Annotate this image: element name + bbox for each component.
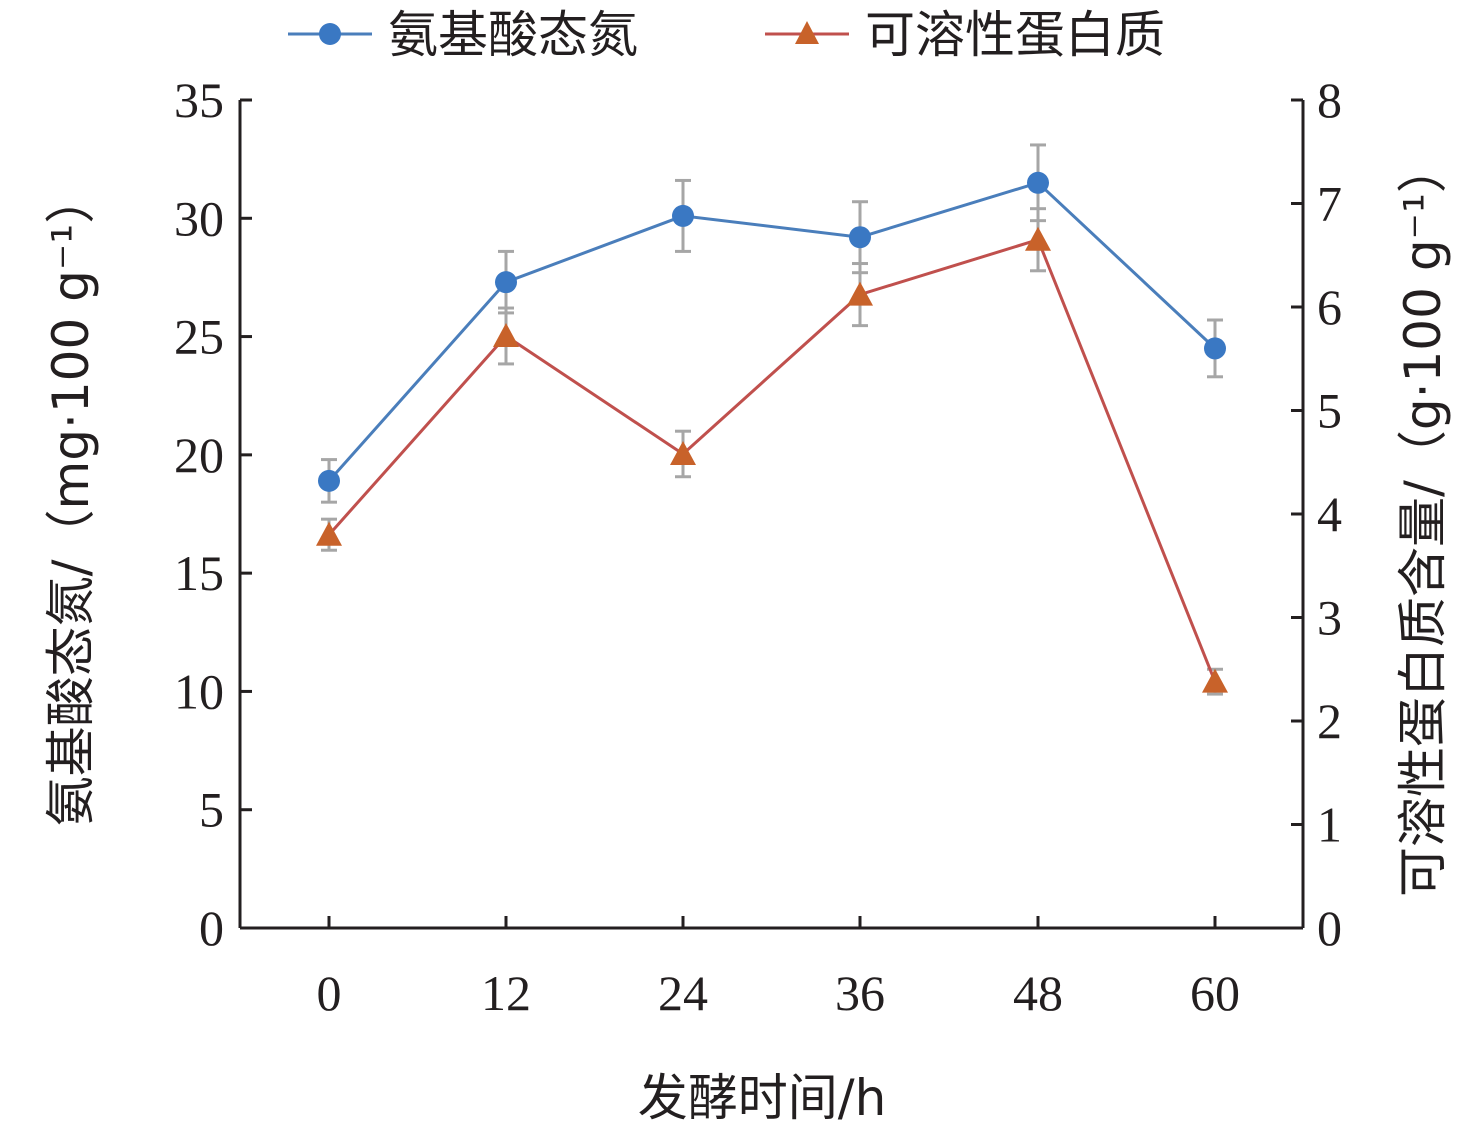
right-y-tick-label: 1	[1317, 797, 1342, 853]
right-y-tick-label: 7	[1317, 176, 1342, 232]
right-y-tick-label: 3	[1317, 590, 1342, 646]
amino-nitrogen-point	[849, 226, 871, 248]
soluble-protein-point	[847, 282, 873, 306]
soluble-protein-point	[493, 323, 519, 347]
soluble-protein-line	[329, 240, 1215, 682]
right-y-tick-label: 0	[1317, 900, 1342, 956]
soluble-protein-error-bars	[321, 209, 1223, 694]
right-y-tick-label: 4	[1317, 486, 1342, 542]
x-tick-label: 12	[481, 965, 531, 1021]
left-y-tick-label: 15	[174, 545, 224, 601]
right-y-tick-label: 5	[1317, 383, 1342, 439]
x-axis-title: 发酵时间/h	[638, 1069, 887, 1127]
right-y-tick-label: 2	[1317, 693, 1342, 749]
amino-nitrogen-point	[1204, 337, 1226, 359]
right-y-tick-label: 8	[1317, 72, 1342, 128]
amino-nitrogen-markers	[318, 172, 1226, 492]
series-layer	[316, 145, 1228, 694]
axes	[240, 100, 1303, 928]
legend: 氨基酸态氮 可溶性蛋白质	[288, 6, 1165, 64]
left-y-tick-label: 20	[174, 427, 224, 483]
right-y-tick-label: 6	[1317, 279, 1342, 335]
left-y-tick-label: 35	[174, 72, 224, 128]
amino-nitrogen-error-bars	[321, 145, 1223, 502]
legend-item-amino-nitrogen: 氨基酸态氮	[288, 6, 638, 64]
right-y-ticks: 0 1 2 3 4 5 6 7 8	[1291, 72, 1342, 956]
soluble-protein-point	[1025, 227, 1051, 251]
amino-nitrogen-point	[672, 205, 694, 227]
right-y-axis-title: 可溶性蛋白质含量/（g·100 g⁻¹）	[1394, 143, 1452, 897]
legend-item-soluble-protein: 可溶性蛋白质	[765, 6, 1165, 64]
x-tick-label: 36	[835, 965, 885, 1021]
left-y-axis-title: 氨基酸态氮/（mg·100 g⁻¹）	[42, 174, 100, 827]
legend-label-amino-nitrogen: 氨基酸态氮	[388, 6, 638, 64]
left-y-tick-label: 10	[174, 663, 224, 719]
x-tick-label: 24	[658, 965, 708, 1021]
left-y-tick-label: 0	[199, 900, 224, 956]
soluble-protein-point	[1202, 669, 1228, 693]
amino-nitrogen-line	[329, 183, 1215, 481]
x-tick-label: 48	[1013, 965, 1063, 1021]
left-y-tick-label: 25	[174, 309, 224, 365]
legend-label-soluble-protein: 可溶性蛋白质	[865, 6, 1165, 64]
x-tick-label: 60	[1190, 965, 1240, 1021]
amino-nitrogen-point	[1027, 172, 1049, 194]
amino-nitrogen-point	[495, 271, 517, 293]
x-tick-label: 0	[317, 965, 342, 1021]
left-y-tick-label: 5	[199, 782, 224, 838]
soluble-protein-markers	[316, 227, 1228, 693]
left-y-tick-label: 30	[174, 190, 224, 246]
x-ticks: 0 12 24 36 48 60	[317, 916, 1241, 1021]
amino-nitrogen-point	[318, 470, 340, 492]
